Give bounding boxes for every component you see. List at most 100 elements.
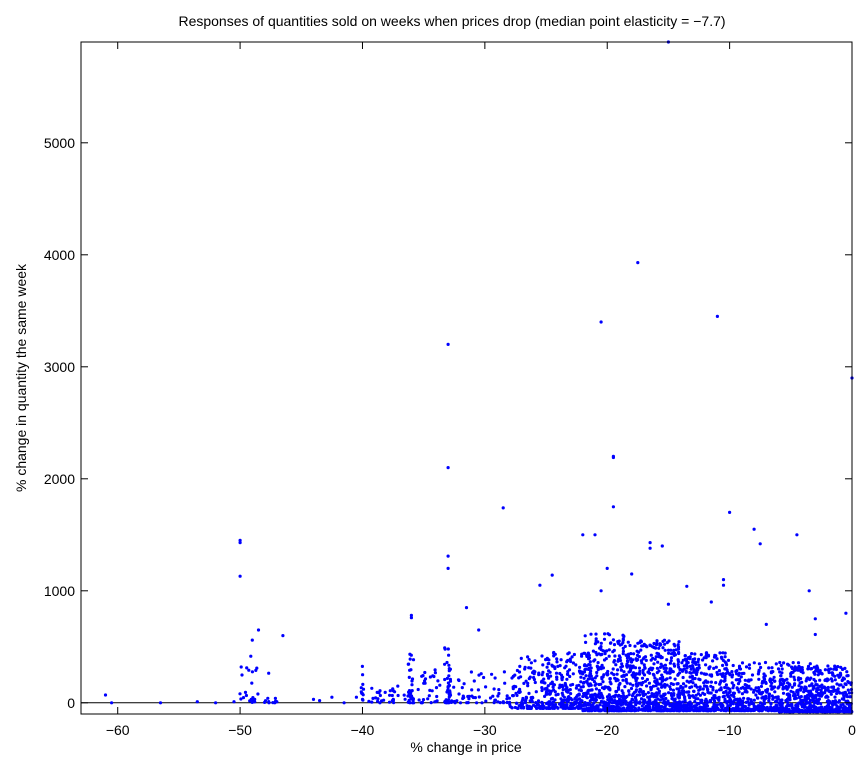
data-point [549,689,553,693]
data-point [572,652,577,657]
data-point [663,705,667,709]
data-point [638,700,642,704]
data-point [569,692,573,696]
y-tick-label: 3000 [44,359,75,375]
data-point [757,668,761,672]
data-point [539,680,544,684]
data-point [566,672,570,677]
data-point [515,693,519,698]
data-point [447,669,451,673]
data-point [599,691,603,695]
data-point [617,654,622,658]
data-point [835,691,839,696]
data-point [533,680,537,685]
data-point [536,703,541,707]
data-point [801,671,805,675]
data-point [628,682,632,686]
data-point [637,672,642,676]
data-point [605,566,609,571]
data-point [752,527,756,531]
data-point [676,662,680,667]
data-point [616,686,621,690]
data-point [713,699,717,703]
data-point [795,533,799,537]
data-point [606,698,610,702]
data-point [691,694,695,698]
data-point [667,651,671,655]
data-point [769,670,774,674]
data-point [806,676,810,680]
data-point [659,682,663,687]
data-point [670,708,674,712]
data-point [255,666,259,670]
data-point [547,700,551,704]
data-point [623,644,627,649]
y-axis-label: % change in quantity the same week [13,263,29,492]
data-point [728,673,732,677]
data-point [658,698,663,702]
data-point [760,709,764,713]
data-point [583,634,587,638]
data-point [800,705,804,709]
data-point [819,690,823,694]
data-point [777,708,781,712]
data-point [757,709,762,713]
data-point [734,669,738,674]
data-point [655,709,659,713]
data-point [665,658,669,662]
data-point [407,700,411,704]
data-point [476,688,480,692]
data-point [704,663,708,667]
data-point [641,668,645,672]
data-point [737,690,741,694]
data-point [690,685,694,689]
data-point [558,664,562,668]
data-point [639,639,643,643]
data-point [526,655,530,659]
data-point [273,696,277,700]
data-point [421,698,426,702]
data-point [420,701,424,705]
data-point [651,645,655,649]
data-point [651,705,655,709]
data-point [671,697,675,701]
data-point [239,697,243,701]
data-point [823,668,828,672]
data-point [550,696,555,701]
data-point [732,683,736,688]
data-point [729,709,733,713]
data-point [676,658,680,662]
data-point [723,651,727,655]
data-point [391,687,395,691]
data-point [726,658,731,663]
data-point [723,667,727,671]
data-point [594,705,599,709]
data-point [796,691,800,695]
data-point [678,671,682,675]
data-point [243,690,248,695]
data-point [567,706,571,711]
data-point [802,698,806,702]
data-point [737,703,741,707]
data-point [592,659,596,663]
data-point [806,707,811,711]
data-point [703,699,707,703]
data-point [804,686,808,690]
data-point [639,648,643,652]
data-point [846,688,850,692]
data-point [517,670,522,674]
data-point [568,674,572,679]
data-point [781,691,786,695]
data-point [831,689,835,694]
data-point [818,694,822,698]
data-point [775,695,779,699]
data-point [794,666,798,670]
data-point [728,510,732,514]
data-point [836,665,840,669]
data-point [657,689,662,693]
data-point [679,691,683,696]
data-point [823,678,827,683]
data-point [573,697,577,701]
data-point [752,661,756,665]
data-point [660,685,664,689]
